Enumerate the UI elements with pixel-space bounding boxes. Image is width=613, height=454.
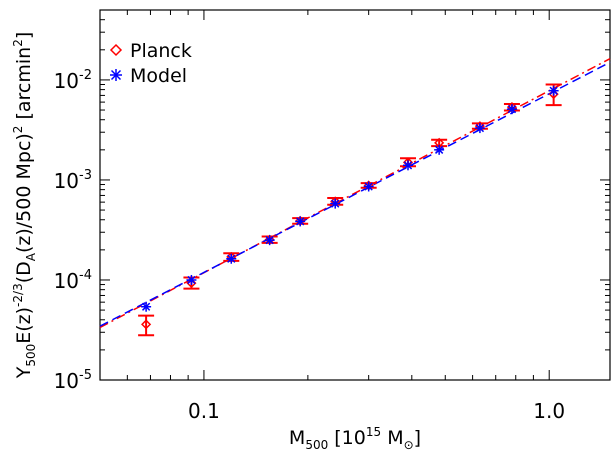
y-tick-label: 10-2 [54, 68, 92, 93]
model-point [330, 198, 341, 209]
model-point [506, 104, 517, 115]
model-point [186, 274, 197, 285]
data-markers [138, 83, 562, 337]
model-point-stroke [265, 236, 274, 245]
model-point-stroke [507, 105, 517, 114]
y-axis-ticks: 10-5 10-4 10-3 10-2 [54, 9, 610, 393]
legend-asterisk-icon [110, 69, 122, 81]
model-point-stroke [187, 275, 196, 285]
x-axis-label: M500 [1015 M⊙] [289, 425, 421, 452]
model-point-stroke [435, 145, 444, 154]
model-point [141, 301, 152, 312]
model-point [434, 144, 445, 155]
y-tick-label: 10-5 [54, 368, 92, 393]
legend: Planck Model [109, 40, 192, 87]
model-point [264, 235, 275, 246]
plot-area: 0.1 1.0 10-5 10-4 10-3 10-2 [54, 9, 611, 423]
x-axis-ticks: 0.1 1.0 [99, 10, 565, 423]
y-tick-label: 10-3 [54, 168, 92, 193]
x-tick-label: 0.1 [188, 399, 220, 423]
x-tick-label: 1.0 [533, 399, 565, 423]
planck-point [141, 319, 152, 330]
model-point-stroke [475, 123, 485, 133]
model-point-stroke [549, 86, 558, 95]
model-point-stroke [296, 217, 305, 226]
model-point-stroke [227, 254, 236, 263]
model-point-stroke [403, 161, 413, 170]
model-point-stroke [331, 199, 340, 208]
model-point-stroke [364, 182, 373, 191]
y-tick-label: 10-4 [54, 268, 92, 293]
legend-item-planck: Planck [109, 40, 192, 62]
model-point-stroke [141, 302, 151, 311]
model-point [295, 216, 306, 227]
model-point [226, 253, 237, 264]
model-point [403, 160, 414, 171]
model-point [474, 123, 485, 134]
model-point [548, 85, 559, 96]
legend-item-model: Model [110, 65, 187, 87]
model-point [363, 181, 374, 192]
legend-diamond-icon [109, 43, 123, 57]
fit-line-0 [99, 58, 611, 329]
legend-label-planck: Planck [130, 40, 192, 62]
y-axis-label: Y500E(z)-2/3(DA(z)/500 Mpc)2 [arcmin2] [11, 32, 38, 380]
fit-lines [99, 58, 611, 329]
legend-label-model: Model [130, 65, 187, 87]
fit-line-1 [99, 61, 611, 327]
